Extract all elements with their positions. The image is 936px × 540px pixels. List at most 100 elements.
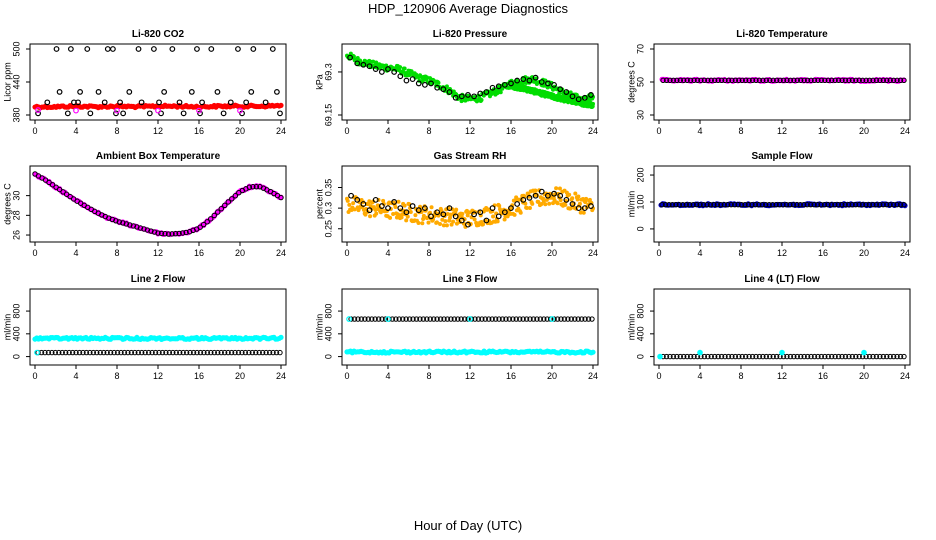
data-point xyxy=(901,77,907,84)
data-point xyxy=(101,349,107,356)
data-point xyxy=(444,84,449,89)
data-point xyxy=(446,205,453,212)
data-point xyxy=(866,201,873,208)
data-point xyxy=(681,353,687,360)
x-tick-label: 4 xyxy=(385,371,390,381)
data-point xyxy=(569,201,576,207)
data-point xyxy=(87,110,94,117)
data-point xyxy=(533,188,538,193)
data-point xyxy=(902,203,908,209)
data-point xyxy=(576,194,581,199)
data-point xyxy=(787,77,794,84)
x-tick-label: 8 xyxy=(738,248,743,258)
data-point xyxy=(568,206,573,211)
data-point xyxy=(846,77,852,84)
series-box-temp-dense xyxy=(32,171,284,238)
data-point xyxy=(391,199,398,205)
data-point xyxy=(715,353,721,360)
data-point xyxy=(736,77,742,84)
data-point xyxy=(142,349,148,356)
data-point xyxy=(818,353,825,360)
data-point xyxy=(801,353,807,360)
data-point xyxy=(790,201,797,208)
data-point xyxy=(94,349,100,356)
data-point xyxy=(479,316,485,322)
data-point xyxy=(536,199,541,204)
data-point xyxy=(870,353,876,360)
data-point xyxy=(735,201,741,208)
data-point xyxy=(776,201,783,208)
data-point xyxy=(347,202,352,207)
data-point xyxy=(718,353,725,360)
data-point xyxy=(890,77,897,84)
data-point xyxy=(391,212,396,217)
data-point xyxy=(563,202,568,207)
data-point xyxy=(578,210,583,215)
data-point xyxy=(561,316,568,322)
data-point xyxy=(884,353,890,360)
panel-1: Li-820 CO2 0 4 8 12 16 20 24 380 440 500 Licor ppm xyxy=(2,29,287,136)
data-point xyxy=(44,99,51,106)
data-point xyxy=(691,353,697,360)
data-point xyxy=(575,96,582,103)
data-point xyxy=(243,99,250,106)
data-point xyxy=(365,316,372,322)
data-point xyxy=(815,353,821,360)
data-point xyxy=(815,77,821,84)
data-point xyxy=(587,197,592,202)
data-point xyxy=(151,229,158,235)
data-point xyxy=(347,54,353,61)
data-point xyxy=(794,77,801,84)
data-point xyxy=(385,205,391,212)
data-point xyxy=(746,77,752,84)
panel-title: Line 4 (LT) Flow xyxy=(744,274,820,285)
y-tick-label: 69.3 xyxy=(323,63,333,81)
data-point xyxy=(779,349,785,356)
data-point xyxy=(228,349,235,356)
data-point xyxy=(591,206,595,211)
data-point xyxy=(901,353,907,360)
series-co2-open xyxy=(35,46,283,117)
data-point xyxy=(397,73,404,80)
data-point xyxy=(684,77,690,84)
data-point xyxy=(769,201,776,208)
data-point xyxy=(75,99,81,106)
data-point xyxy=(393,205,398,210)
data-point xyxy=(277,110,283,117)
x-tick-label: 16 xyxy=(506,248,516,258)
x-tick-label: 20 xyxy=(235,371,245,381)
series-box-temp-avg xyxy=(32,171,284,237)
data-point xyxy=(229,196,235,202)
data-point xyxy=(568,316,575,322)
data-point xyxy=(278,102,284,108)
data-point xyxy=(877,201,883,208)
data-point xyxy=(479,97,484,102)
data-point xyxy=(897,77,904,84)
data-point xyxy=(585,316,592,322)
data-point xyxy=(763,77,770,84)
y-axis-label: degrees C xyxy=(626,61,636,103)
panel-title: Line 2 Flow xyxy=(131,274,186,285)
data-point xyxy=(354,196,361,203)
data-point xyxy=(853,353,859,360)
data-point xyxy=(123,221,130,227)
data-point xyxy=(752,201,759,208)
data-point xyxy=(673,201,679,208)
data-point xyxy=(811,353,818,360)
data-point xyxy=(787,201,793,208)
data-point xyxy=(853,77,859,84)
data-point xyxy=(77,88,83,95)
data-point xyxy=(489,205,496,212)
data-point xyxy=(760,353,766,360)
data-point xyxy=(227,99,234,106)
data-point xyxy=(113,218,119,224)
data-point xyxy=(448,316,454,322)
data-point xyxy=(273,349,280,356)
data-point xyxy=(523,316,530,322)
data-point xyxy=(161,88,168,95)
data-point xyxy=(680,201,686,208)
data-point xyxy=(657,353,663,360)
data-point xyxy=(777,77,783,84)
data-point xyxy=(572,316,578,322)
